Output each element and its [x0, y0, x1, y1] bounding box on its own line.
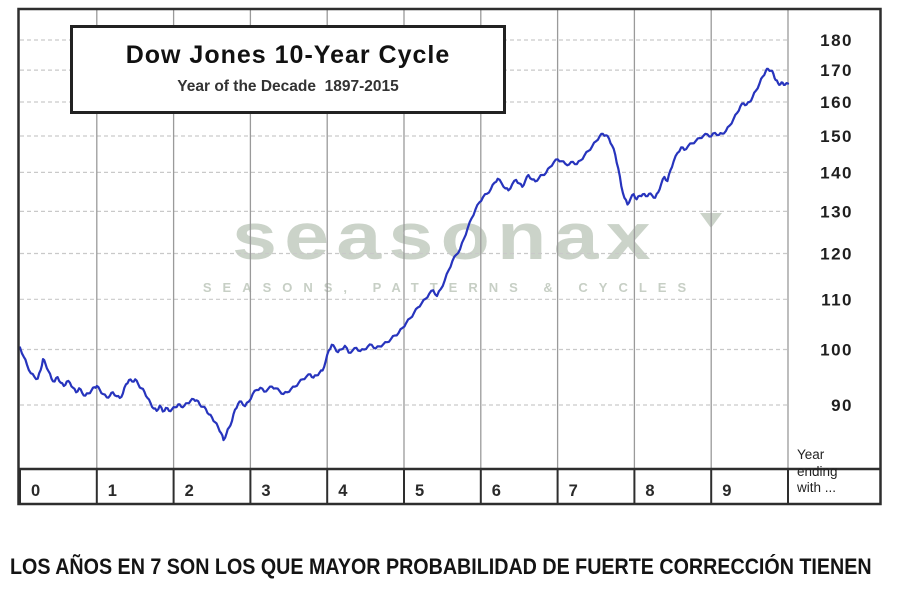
y-tick-label: 140 — [820, 163, 853, 182]
y-tick-label: 110 — [821, 290, 853, 309]
y-tick-label: 100 — [820, 341, 853, 360]
x-axis-unit-note-line: with ... — [797, 480, 837, 495]
chart-subtitle: Year of the Decade 1897-2015 — [177, 78, 399, 95]
x-tick-label: 8 — [645, 482, 654, 500]
x-tick-label: 7 — [569, 482, 578, 500]
x-tick-label: 5 — [415, 482, 424, 500]
caption-text: LOS AÑOS EN 7 SON LOS QUE MAYOR PROBABIL… — [10, 554, 872, 579]
y-tick-label: 90 — [831, 396, 853, 415]
dow-cycle-line — [18, 67, 790, 442]
y-tick-label: 170 — [820, 61, 853, 80]
x-tick-label: 9 — [722, 482, 731, 500]
chart-frame-area: seasonax SEASONS, PATTERNS & CYCLES 180 1… — [17, 7, 882, 506]
x-tick-label: 6 — [492, 482, 501, 500]
x-tick-label: 0 — [31, 482, 40, 500]
x-tick-label: 2 — [185, 482, 194, 500]
x-axis-unit-note-line: Year — [797, 447, 825, 462]
x-axis-unit-note: Year ending with ... — [797, 447, 838, 497]
x-tick-label: 4 — [338, 482, 348, 500]
chart-outer-border — [17, 7, 882, 506]
y-tick-label: 130 — [820, 202, 853, 221]
y-tick-label: 160 — [820, 93, 853, 112]
chart-title-box: Dow Jones 10-Year Cycle Year of the Deca… — [70, 25, 506, 114]
y-tick-label: 150 — [820, 127, 853, 146]
x-axis-unit-note-line: ending — [797, 463, 838, 479]
x-tick-label: 3 — [261, 482, 270, 500]
x-tick-label: 1 — [108, 482, 117, 500]
y-tick-label: 180 — [820, 31, 853, 50]
y-tick-label: 120 — [820, 245, 853, 264]
chart-title: Dow Jones 10-Year Cycle — [125, 41, 451, 69]
